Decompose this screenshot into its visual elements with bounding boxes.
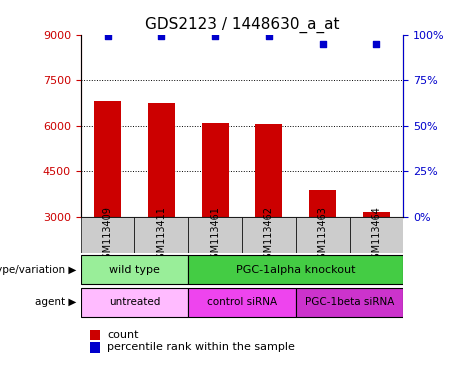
Bar <box>188 288 296 317</box>
Text: GSM113409: GSM113409 <box>102 206 112 265</box>
Point <box>104 33 111 40</box>
Point <box>212 33 219 40</box>
Bar <box>188 217 242 253</box>
Text: GSM113463: GSM113463 <box>318 206 328 265</box>
Point <box>319 41 326 47</box>
Text: GSM113461: GSM113461 <box>210 206 220 265</box>
Text: PGC-1alpha knockout: PGC-1alpha knockout <box>236 265 355 275</box>
Title: GDS2123 / 1448630_a_at: GDS2123 / 1448630_a_at <box>145 17 339 33</box>
Text: percentile rank within the sample: percentile rank within the sample <box>107 343 295 353</box>
Bar <box>188 255 403 285</box>
Text: GSM113464: GSM113464 <box>372 206 382 265</box>
Text: untreated: untreated <box>109 297 160 308</box>
Point <box>158 33 165 40</box>
Text: agent ▶: agent ▶ <box>35 297 76 308</box>
Point <box>373 41 380 47</box>
Text: GSM113462: GSM113462 <box>264 206 274 265</box>
Bar <box>81 255 188 285</box>
Bar <box>81 217 135 253</box>
Bar <box>201 123 229 217</box>
Bar <box>81 288 188 317</box>
Bar <box>363 212 390 217</box>
Bar <box>135 217 188 253</box>
Text: wild type: wild type <box>109 265 160 275</box>
Point <box>265 33 272 40</box>
Text: count: count <box>107 330 138 340</box>
Text: PGC-1beta siRNA: PGC-1beta siRNA <box>305 297 394 308</box>
Bar <box>94 101 121 217</box>
Text: genotype/variation ▶: genotype/variation ▶ <box>0 265 76 275</box>
Text: GSM113411: GSM113411 <box>156 206 166 265</box>
Bar <box>242 217 296 253</box>
Text: control siRNA: control siRNA <box>207 297 277 308</box>
Bar <box>255 124 282 217</box>
Bar <box>148 103 175 217</box>
Bar <box>296 288 403 317</box>
Bar <box>349 217 403 253</box>
Bar <box>296 217 349 253</box>
Bar <box>309 190 336 217</box>
